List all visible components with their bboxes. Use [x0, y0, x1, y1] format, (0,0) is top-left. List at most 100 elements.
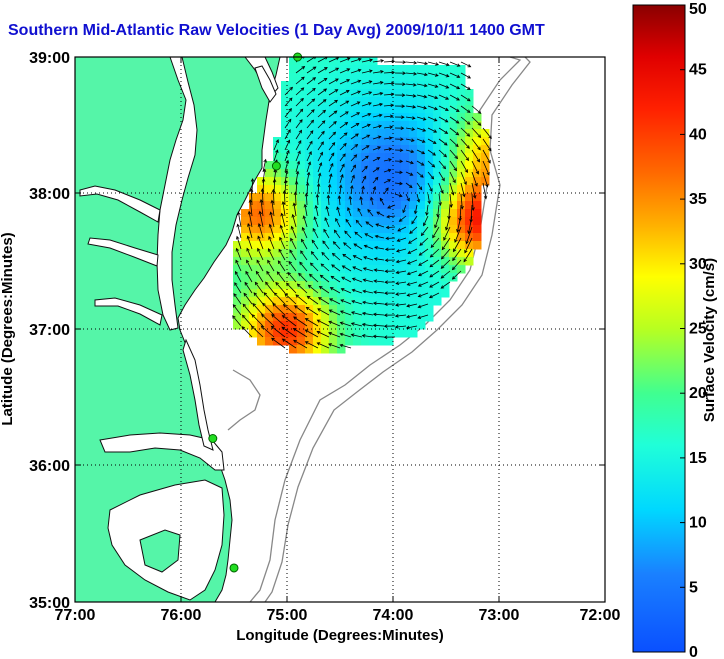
velocity-arrow	[374, 269, 385, 272]
velocity-arrowhead	[465, 157, 469, 161]
velocity-cell	[257, 217, 266, 226]
velocity-arrow	[310, 262, 319, 272]
velocity-arrowhead	[309, 262, 314, 267]
velocity-arrow	[454, 226, 462, 243]
velocity-arrowhead	[421, 139, 426, 143]
velocity-arrow	[245, 271, 253, 283]
velocity-arrow	[405, 72, 417, 75]
velocity-cell	[337, 233, 346, 242]
velocity-cell	[321, 281, 330, 290]
velocity-arrow	[295, 161, 300, 173]
velocity-cell	[305, 265, 314, 274]
velocity-cell	[329, 337, 338, 346]
velocity-cell	[297, 169, 306, 178]
velocity-arrowhead	[379, 197, 384, 202]
velocity-cell	[345, 217, 354, 226]
velocity-arrow	[321, 252, 330, 261]
velocity-arrow	[452, 259, 462, 270]
velocity-arrow	[323, 229, 330, 239]
velocity-arrowhead	[275, 281, 279, 286]
velocity-cell	[401, 145, 410, 154]
velocity-cell	[273, 201, 282, 210]
velocity-arrow	[438, 171, 445, 181]
velocity-arrowhead	[375, 167, 380, 171]
velocity-cell	[441, 201, 450, 210]
velocity-arrow	[460, 193, 463, 209]
velocity-arrow	[364, 245, 374, 250]
velocity-arrowhead	[340, 288, 345, 292]
velocity-cell	[361, 273, 370, 282]
velocity-cell	[305, 233, 314, 242]
velocity-arrow	[275, 282, 286, 294]
velocity-arrow	[338, 195, 341, 206]
velocity-arrow	[427, 116, 437, 122]
velocity-arrow	[317, 99, 327, 107]
velocity-cell	[281, 105, 290, 114]
velocity-arrowhead	[486, 171, 490, 176]
velocity-arrowhead	[322, 109, 327, 114]
velocity-arrow	[271, 314, 286, 327]
velocity-arrowhead	[361, 185, 365, 190]
velocity-cell	[401, 97, 410, 106]
velocity-arrowhead	[271, 314, 275, 318]
velocity-cell	[321, 185, 330, 194]
velocity-arrow	[350, 175, 355, 184]
velocity-arrowhead	[423, 222, 427, 227]
velocity-arrowhead	[316, 319, 321, 323]
velocity-cell	[297, 289, 306, 298]
velocity-arrow	[418, 259, 429, 266]
velocity-arrowhead	[247, 210, 252, 215]
velocity-cell	[329, 257, 338, 266]
pamlico-island	[139, 529, 181, 573]
velocity-cell	[425, 289, 434, 298]
velocity-cell	[265, 217, 274, 226]
velocity-arrowhead	[483, 195, 488, 200]
velocity-arrowhead	[249, 188, 254, 192]
velocity-cell	[241, 273, 250, 282]
velocity-arrow	[295, 171, 299, 184]
velocity-arrowhead	[372, 312, 377, 317]
velocity-arrowhead	[376, 157, 381, 161]
velocity-arrowhead	[321, 130, 325, 135]
velocity-cell	[433, 249, 442, 258]
velocity-arrowhead	[383, 302, 388, 306]
velocity-arrow	[383, 115, 393, 118]
velocity-cell	[265, 225, 274, 234]
velocity-cell	[337, 321, 346, 330]
velocity-cell	[297, 161, 306, 170]
velocity-cell	[473, 185, 482, 194]
velocity-cell	[289, 185, 298, 194]
velocity-cell	[305, 273, 314, 282]
velocity-arrow	[372, 125, 382, 129]
velocity-cell	[281, 297, 290, 306]
velocity-arrow	[328, 152, 335, 162]
velocity-arrowhead	[429, 263, 434, 268]
velocity-cell	[441, 193, 450, 202]
velocity-cell	[409, 273, 418, 282]
velocity-cell	[345, 185, 354, 194]
velocity-arrow	[383, 137, 392, 140]
velocity-cell	[409, 249, 418, 258]
velocity-cell	[249, 241, 258, 250]
velocity-cell	[401, 241, 410, 250]
velocity-arrowhead	[452, 257, 456, 262]
velocity-cell	[369, 129, 378, 138]
velocity-cell	[345, 329, 354, 338]
velocity-arrow	[383, 169, 391, 173]
velocity-cell	[465, 129, 474, 138]
velocity-arrow	[429, 270, 440, 278]
velocity-cell	[313, 105, 322, 114]
velocity-cell	[353, 185, 362, 194]
velocity-arrow	[397, 226, 407, 232]
velocity-arrow	[416, 182, 423, 190]
velocity-arrowhead	[246, 247, 250, 252]
velocity-arrow	[307, 295, 319, 305]
velocity-arrowhead	[373, 268, 378, 272]
velocity-arrowhead	[466, 133, 471, 137]
velocity-cell	[361, 313, 370, 322]
velocity-arrowhead	[411, 127, 416, 131]
velocity-arrowhead	[384, 280, 388, 284]
velocity-arrowhead	[309, 140, 313, 145]
velocity-cell	[297, 305, 306, 314]
